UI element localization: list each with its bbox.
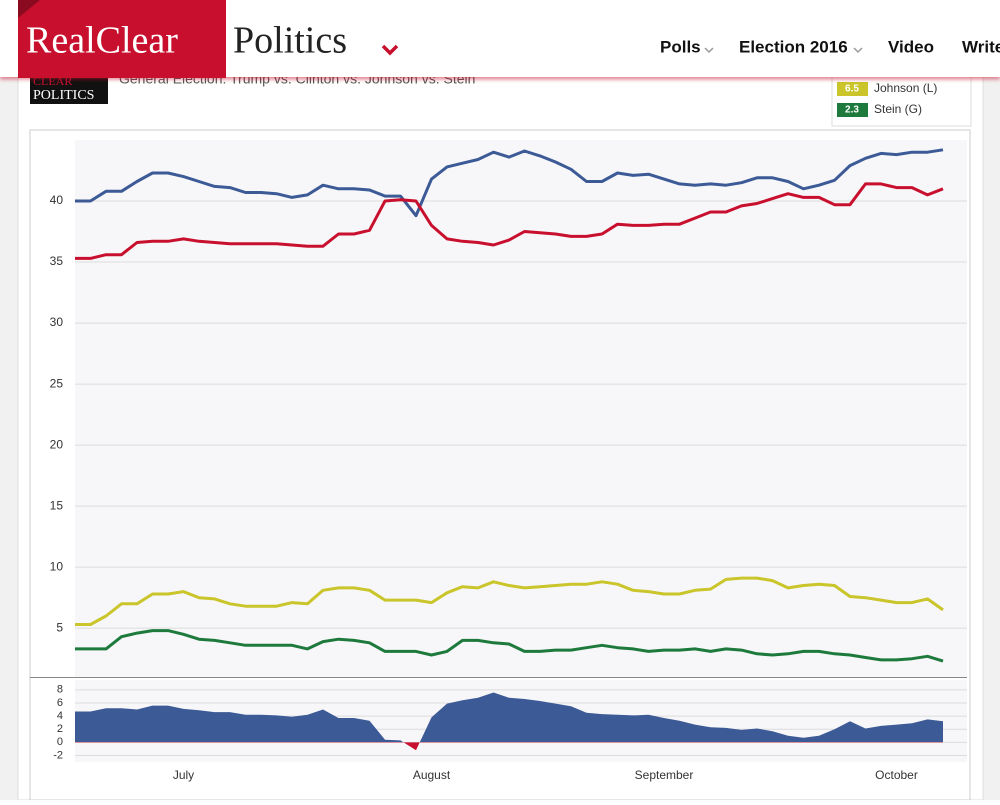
nav-caret: [704, 47, 714, 54]
y-tick-label: 35: [50, 254, 64, 268]
series-line: [75, 576, 944, 626]
nav-item[interactable]: Polls: [660, 37, 701, 56]
series-line: [75, 148, 944, 218]
x-tick-label: October: [875, 768, 918, 782]
y-tick-label: 20: [50, 437, 64, 451]
y-tick-label: 5: [56, 620, 63, 634]
y-tick-label: 25: [50, 376, 64, 390]
legend-swatch: [837, 82, 868, 96]
x-tick-label: September: [635, 768, 694, 782]
plot-area: [75, 140, 967, 677]
y-tick-label: 8: [57, 684, 63, 696]
y-tick-label: 40: [50, 193, 64, 207]
y-tick-label: 2: [57, 723, 63, 735]
badge: [30, 74, 108, 104]
y-tick-label: 4: [57, 710, 63, 722]
nav-caret: [853, 47, 863, 54]
y-tick-label: 6: [57, 697, 63, 709]
nav-item[interactable]: Video: [888, 37, 934, 56]
series-line: [75, 182, 944, 260]
logo-text[interactable]: RealClear: [26, 20, 178, 62]
logo-chevron[interactable]: [381, 44, 399, 56]
legend-label: Stein (G): [874, 102, 922, 116]
x-tick-label: August: [413, 768, 451, 782]
content: CLEAR POLITICS General Election: Trump v…: [29, 71, 972, 801]
logo-box[interactable]: [18, 0, 226, 78]
y-tick-label: 0: [57, 736, 63, 748]
y-tick-label: 10: [50, 559, 64, 573]
legend-value: 2.3: [845, 105, 859, 116]
logo-text[interactable]: Politics: [233, 20, 347, 62]
y-tick-label: -2: [53, 749, 63, 761]
y-tick-label: 30: [50, 315, 64, 329]
header: RealClear Politics Polls Election 2016 V…: [0, 0, 1000, 78]
legend-value: 6.5: [845, 84, 859, 95]
badge-text: POLITICS: [33, 88, 94, 103]
series-line: [75, 629, 944, 663]
nav-item[interactable]: Write: [962, 37, 1000, 56]
legend-swatch: [837, 103, 868, 117]
x-tick-label: July: [173, 768, 194, 782]
spread-area-positive: [75, 692, 943, 742]
legend-label: Johnson (L): [874, 81, 937, 95]
nav-item[interactable]: Election 2016: [739, 37, 848, 56]
y-tick-label: 15: [50, 498, 64, 512]
logo-corner: [18, 0, 40, 18]
